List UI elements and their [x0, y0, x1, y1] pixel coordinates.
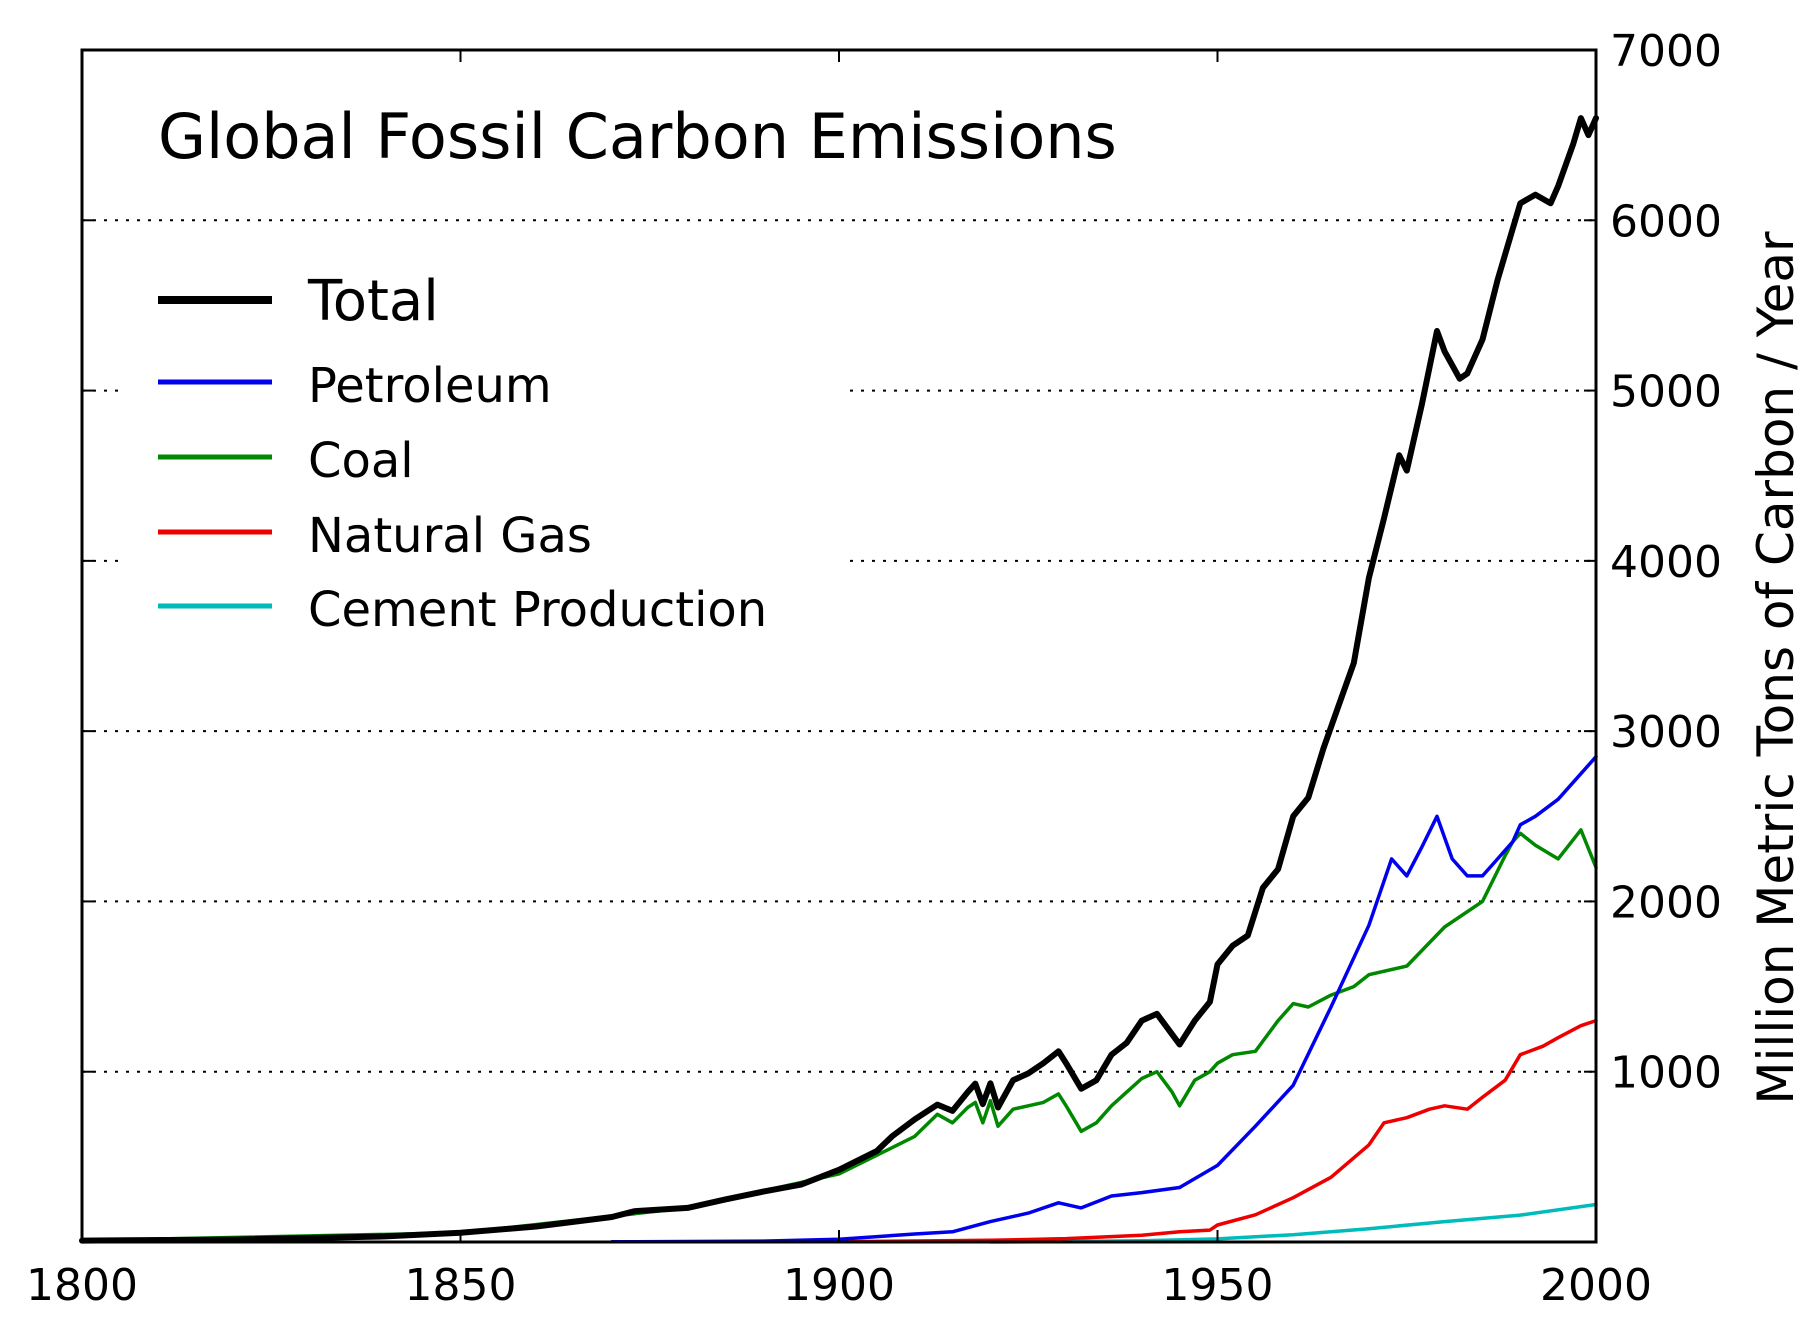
series-lines	[79, 115, 1599, 1244]
x-tick-label-1800: 1800	[26, 1260, 138, 1311]
x-tick-label-1900: 1900	[783, 1260, 895, 1311]
grid-lines	[82, 219, 1596, 1073]
y-tick-label-6000: 6000	[1610, 196, 1722, 247]
series-line-coal	[80, 828, 1598, 1243]
y-tick-label-4000: 4000	[1610, 537, 1722, 588]
y-axis-label: Million Metric Tons of Carbon / Year	[1747, 231, 1805, 1105]
legend-label-natural-gas: Natural Gas	[308, 508, 592, 564]
y-tick-label-7000: 7000	[1610, 26, 1722, 77]
x-tick-labels: 1800 1850 1900 1950 2000	[26, 1260, 1652, 1311]
series-line-natural-gas	[837, 1018, 1598, 1244]
x-tick-label-1850: 1850	[405, 1260, 517, 1311]
y-tick-label-2000: 2000	[1610, 877, 1722, 928]
axis-ticks	[81, 49, 1597, 1242]
y-tick-labels: 1000 2000 3000 4000 5000 6000 7000	[1610, 26, 1722, 1099]
x-tick-label-2000: 2000	[1540, 1260, 1652, 1311]
legend-label-coal: Coal	[308, 433, 414, 489]
x-tick-label-1950: 1950	[1162, 1260, 1274, 1311]
y-tick-label-1000: 1000	[1610, 1048, 1722, 1099]
legend-label-cement-production: Cement Production	[308, 582, 767, 638]
y-tick-label-5000: 5000	[1610, 367, 1722, 418]
y-tick-label-3000: 3000	[1610, 707, 1722, 758]
series-line-total	[79, 115, 1599, 1244]
series-line-petroleum	[610, 754, 1598, 1244]
legend-label-total: Total	[307, 269, 439, 334]
legend: Total Petroleum Coal Natural Gas Cement Prod…	[158, 269, 767, 638]
chart-title: Global Fossil Carbon Emissions	[158, 100, 1117, 173]
plot-frame	[80, 48, 1598, 1244]
legend-label-petroleum: Petroleum	[308, 358, 552, 414]
